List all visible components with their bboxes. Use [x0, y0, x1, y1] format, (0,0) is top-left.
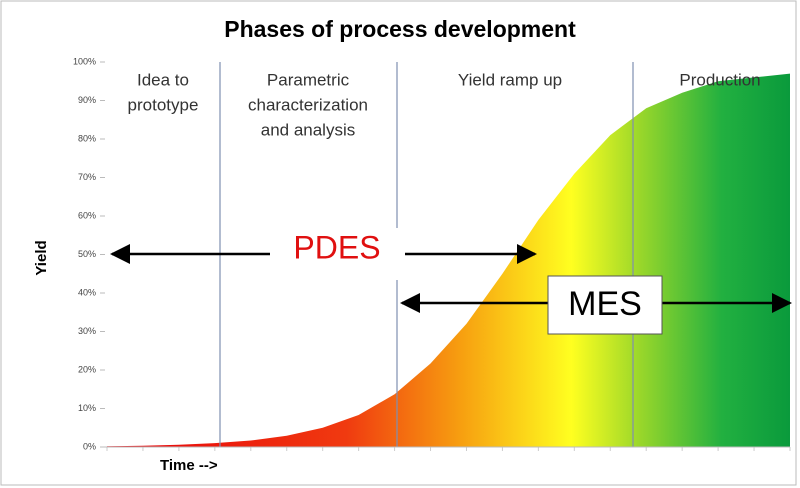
y-tick-label: 30%: [78, 326, 96, 336]
phase-label: Idea to: [137, 70, 189, 89]
y-tick-label: 80%: [78, 133, 96, 143]
pdes-label: PDES: [293, 229, 380, 265]
y-tick-label: 100%: [73, 56, 96, 66]
phase-label: characterization: [248, 95, 368, 114]
y-ticks: 0% 10% 20% 30% 40% 50% 60% 70% 80% 90% 100%: [73, 56, 791, 451]
y-tick-label: 90%: [78, 95, 96, 105]
y-tick-label: 20%: [78, 364, 96, 374]
y-tick-label: 40%: [78, 287, 96, 297]
phase-labels: Idea to prototype Parametric characterizati…: [128, 70, 761, 139]
mes-label: MES: [568, 285, 642, 323]
pdes-annotation: PDES: [110, 228, 537, 280]
x-axis-label: Time -->: [160, 457, 218, 474]
y-tick-label: 50%: [78, 249, 96, 259]
y-tick-label: 60%: [78, 210, 96, 220]
y-tick-label: 70%: [78, 172, 96, 182]
plot: [107, 73, 790, 447]
phase-label: prototype: [128, 95, 199, 114]
yield-area: [107, 73, 790, 447]
mes-annotation: MES: [400, 275, 792, 335]
chart-title: Phases of process development: [224, 16, 576, 42]
phase-label: and analysis: [261, 120, 356, 139]
phase-label: Production: [679, 70, 760, 89]
y-axis-label: Yield: [33, 240, 50, 275]
y-tick-label: 10%: [78, 403, 96, 413]
phase-label: Yield ramp up: [458, 70, 562, 89]
phase-label: Parametric: [267, 70, 350, 89]
y-tick-label: 0%: [83, 441, 96, 451]
